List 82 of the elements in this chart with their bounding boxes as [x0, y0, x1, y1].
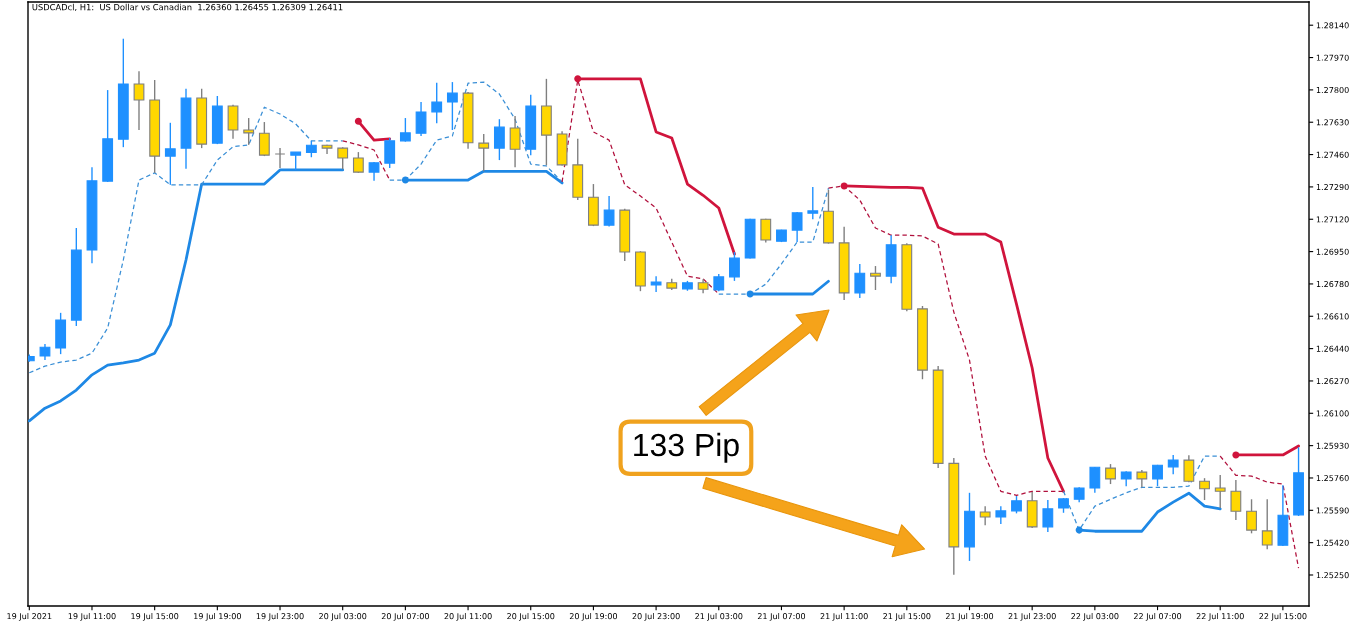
x-tick-label: 20 Jul 19:00: [569, 612, 618, 621]
candlestick: [399, 117, 411, 143]
x-tick-label: 19 Jul 15:00: [131, 612, 179, 621]
y-tick-label: 1.27290: [1316, 183, 1349, 191]
candlestick: [274, 147, 286, 169]
point: [746, 290, 754, 298]
candlestick: [243, 117, 255, 146]
y-tick-label: 1.27800: [1316, 86, 1349, 94]
candlestick: [337, 146, 349, 170]
candlestick: [791, 211, 803, 243]
point: [574, 75, 582, 83]
candlestick: [478, 133, 490, 173]
x-tick-label: 20 Jul 23:00: [632, 612, 680, 621]
candlestick: [258, 121, 270, 157]
y-tick-label: 1.25250: [1316, 572, 1349, 579]
candlestick: [1199, 477, 1210, 501]
candlestick: [729, 251, 740, 282]
y-tick-label: 1.25760: [1316, 475, 1349, 482]
candlestick: [509, 115, 521, 169]
candlestick: [807, 186, 819, 220]
candlestick: [446, 81, 458, 131]
candlestick: [870, 265, 881, 291]
candlestick: [1167, 454, 1179, 475]
y-tick-label: 1.26270: [1316, 378, 1349, 385]
y-tick-label: 1.25420: [1316, 539, 1349, 546]
candlestick: [493, 118, 505, 161]
annotation: 133 Pip: [634, 432, 739, 463]
y-tick-label: 1.27970: [1316, 54, 1349, 61]
point: [1232, 451, 1240, 459]
candlestick: [164, 122, 176, 186]
candlestick: [1042, 499, 1054, 533]
point: [1075, 526, 1083, 534]
x-tick-label: 22 Jul 15:00: [1259, 612, 1307, 621]
x-tick-label: 20 Jul 11:00: [444, 612, 492, 621]
x-tick-label: 21 Jul 07:00: [757, 612, 806, 621]
y-tick-label: 1.28140: [1316, 22, 1349, 29]
x-tick-label: 22 Jul 07:00: [1133, 612, 1182, 621]
candlestick: [415, 101, 427, 137]
y-tick-label: 1.26440: [1316, 345, 1349, 352]
point: [840, 182, 848, 190]
candlestick: [431, 82, 443, 124]
x-tick-label: 21 Jul 23:00: [1008, 612, 1056, 621]
y-tick-label: 1.26780: [1316, 281, 1349, 288]
x-tick-label: 20 Jul 03:00: [319, 612, 367, 621]
x-tick-label: 19 Jul 11:00: [68, 612, 116, 621]
point: [354, 117, 362, 125]
x-tick-label: 22 Jul 11:00: [1196, 612, 1244, 621]
y-tick-label: 1.26100: [1316, 410, 1349, 417]
candlestick: [979, 505, 991, 527]
candlestick: [1230, 479, 1242, 521]
x-tick-label: 20 Jul 07:00: [381, 612, 429, 621]
x-tick-label: 19 Jul 23:00: [256, 612, 304, 621]
candlestick: [1246, 498, 1257, 535]
y-tick-label: 1.26610: [1316, 313, 1349, 320]
x-tick-label: 21 Jul 03:00: [695, 612, 743, 621]
candlestick: [384, 137, 396, 169]
x-tick-label: 20 Jul 15:00: [507, 612, 555, 621]
y-tick-label: 1.27630: [1316, 119, 1349, 126]
y-tick-label: 1.25930: [1316, 442, 1349, 449]
y-tick-label: 1.27460: [1316, 151, 1349, 158]
x-tick-label: 19 Jul 2021: [7, 612, 52, 621]
x-tick-label: 21 Jul 11:00: [820, 612, 868, 621]
y-tick-label: 1.25590: [1316, 507, 1349, 514]
candlestick: [1214, 474, 1226, 509]
candlestick: [603, 195, 615, 228]
candlestick: [1183, 454, 1195, 483]
candlestick: [1105, 463, 1116, 485]
x-tick-label: 21 Jul 19:00: [945, 612, 994, 621]
point: [401, 176, 409, 184]
candlestick: [1261, 498, 1273, 551]
y-tick-label: 1.27120: [1316, 216, 1349, 223]
candlestick: [854, 263, 866, 299]
y-tick-label: 1.26950: [1316, 248, 1349, 255]
candlestick: [650, 275, 662, 293]
candlestick: [352, 151, 364, 174]
candlestick: [133, 70, 145, 131]
x-tick-label: 19 Jul 19:00: [194, 612, 241, 621]
x-tick-label: 21 Jul 15:00: [883, 612, 931, 621]
candlestick: [227, 104, 239, 140]
chart-title: USDCADcl, H1: US Dollar vs Canadian 1.26360 1.26455 1.26309 1.26411: [32, 3, 343, 12]
x-tick-label: 22 Jul 03:00: [1071, 612, 1119, 621]
candlestick: [1089, 466, 1101, 494]
